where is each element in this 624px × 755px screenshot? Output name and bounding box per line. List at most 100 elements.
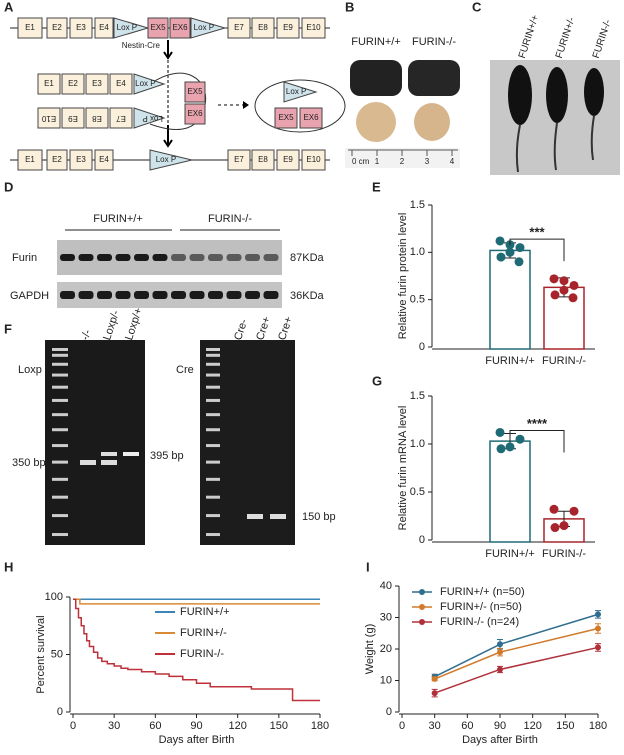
label: FURIN-/-: [591, 18, 614, 59]
x-axis-label: Days after Birth: [159, 734, 235, 746]
label: EX5: [187, 87, 203, 96]
ladder-band: [206, 428, 220, 432]
point: [595, 611, 601, 618]
exon: [61, 73, 85, 95]
bar: [489, 440, 531, 543]
ladder-band: [52, 495, 68, 499]
label: E4: [99, 155, 109, 164]
label: 395 bp: [150, 450, 184, 462]
series-line: [434, 627, 599, 680]
legend-marker: [419, 589, 425, 595]
point: [496, 444, 506, 454]
photo-c: [490, 60, 620, 175]
label: F: [4, 321, 12, 336]
loxp: [149, 149, 193, 171]
point: [496, 252, 506, 262]
exon: [299, 107, 323, 129]
x-tick-label: 150: [556, 720, 574, 732]
label: 1: [375, 157, 380, 166]
exon: [301, 17, 326, 39]
x-tick-label: 120: [523, 720, 541, 732]
label: 3: [425, 157, 430, 166]
ladder-band: [52, 477, 68, 481]
x-tick-label: 90: [190, 720, 202, 732]
series-line: [434, 646, 599, 694]
label: 350 bp: [12, 457, 46, 469]
y-tick-label: 1.5: [410, 390, 425, 402]
ladder-band: [52, 348, 68, 351]
band: [245, 291, 260, 299]
ladder-band: [206, 385, 220, 389]
exon: [169, 17, 191, 39]
ladder-band: [206, 460, 220, 464]
exon: [94, 149, 114, 171]
label: E3: [92, 79, 102, 88]
band: [97, 291, 112, 299]
y-tick-label: 0.5: [410, 486, 425, 498]
y-tick-label: 20: [380, 643, 392, 655]
point: [515, 243, 525, 253]
band: [152, 291, 168, 299]
loxp: [133, 107, 166, 129]
label: FURIN+/+: [93, 213, 143, 225]
label: D: [4, 179, 13, 194]
label: EX6: [172, 23, 188, 32]
label: FURIN+/-: [554, 16, 578, 60]
label: E2: [52, 155, 62, 164]
ladder-band: [52, 444, 68, 448]
label: E1: [44, 79, 54, 88]
point: [595, 625, 601, 632]
band: [208, 291, 223, 299]
band: [134, 254, 149, 261]
legend-marker: [419, 604, 425, 610]
ladder-band: [52, 514, 68, 518]
exon: [37, 73, 61, 95]
label: Cre+: [276, 315, 295, 342]
x-tick-label: 120: [228, 720, 246, 732]
label: E4: [116, 79, 126, 88]
exon: [276, 17, 300, 39]
y-axis-label: Percent survival: [35, 615, 47, 693]
x-tick-label: FURIN+/+: [485, 548, 535, 560]
ladder-band: [206, 533, 220, 537]
label: E2: [68, 79, 78, 88]
legend-label: FURIN+/-: [180, 627, 227, 639]
point: [559, 521, 569, 531]
y-tick-label: 0: [57, 706, 63, 718]
y-tick-label: 10: [380, 674, 392, 686]
ladder-band: [206, 398, 220, 402]
point: [505, 247, 515, 257]
exon: [184, 103, 206, 125]
exon: [109, 107, 133, 129]
label: H: [4, 559, 13, 574]
label: E9: [283, 23, 293, 32]
point: [497, 666, 503, 673]
band: [263, 254, 279, 261]
loxp: [190, 17, 227, 39]
band: [263, 291, 279, 299]
band: [226, 291, 242, 299]
label: Cre: [176, 364, 194, 376]
band: [189, 291, 205, 299]
photo-b: [345, 60, 460, 168]
exon: [85, 73, 109, 95]
ladder-band: [206, 373, 220, 377]
point: [549, 274, 559, 284]
label: Lox P: [286, 87, 306, 96]
y-tick-label: 50: [51, 648, 63, 660]
band: [226, 254, 242, 261]
band: [171, 254, 186, 261]
exon: [301, 149, 326, 171]
band: [171, 291, 186, 299]
label: EX6: [187, 109, 203, 118]
band: [78, 291, 94, 299]
y-tick-label: 1.0: [410, 246, 425, 258]
x-tick-label: FURIN+/+: [485, 355, 535, 367]
label: FURIN-/-: [208, 213, 252, 225]
x-tick-label: 0: [399, 720, 405, 732]
legend-marker: [419, 619, 425, 625]
exon: [251, 17, 275, 39]
loxp: [283, 81, 318, 103]
label: E8: [258, 155, 268, 164]
